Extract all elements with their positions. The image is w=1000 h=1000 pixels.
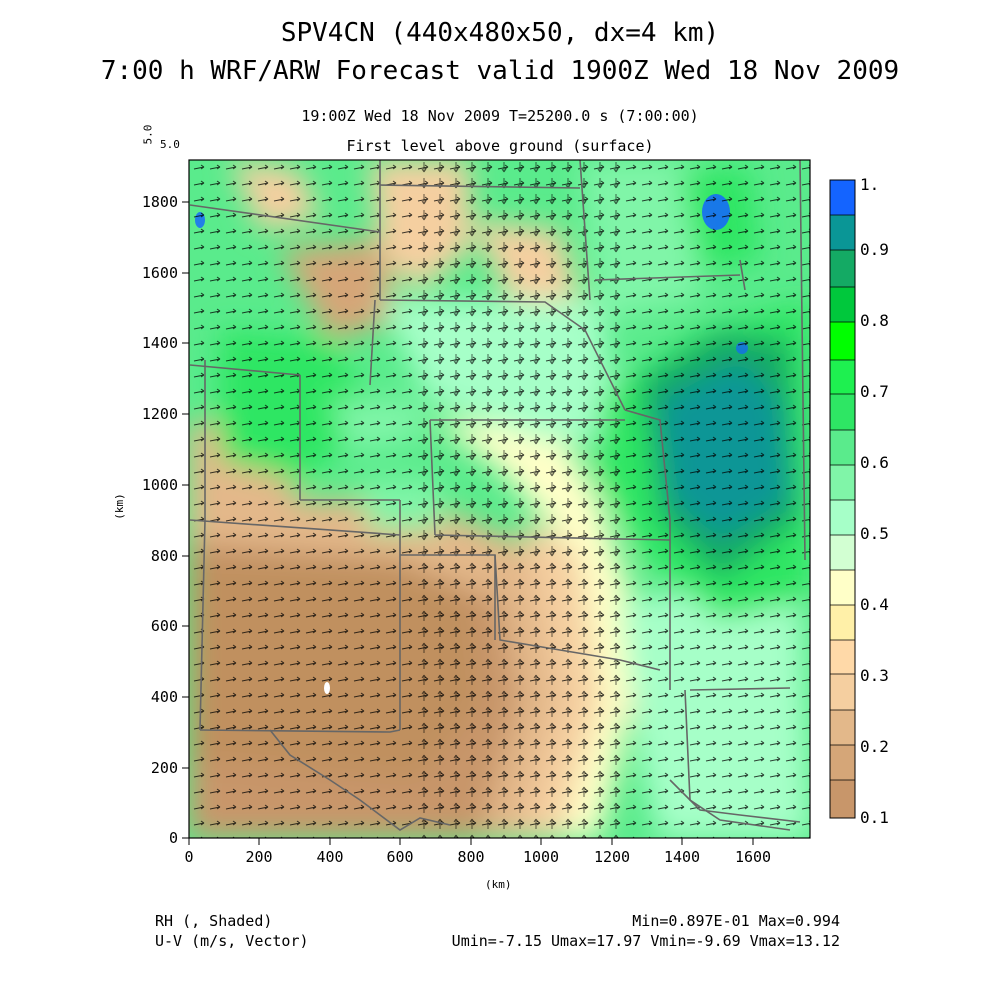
x-tick-label: 800	[457, 848, 485, 866]
footer-min-max: Min=0.897E-01 Max=0.994	[632, 912, 840, 930]
colorbar-label: 1.	[860, 175, 880, 194]
y-tick-label: 800	[150, 547, 178, 565]
y-tick-label: 1000	[141, 476, 178, 494]
y-axis-label: (km)	[112, 493, 126, 520]
colorbar-label: 0.4	[860, 595, 889, 614]
x-tick-label: 1200	[593, 848, 631, 866]
valid-time-line: 19:00Z Wed 18 Nov 2009 T=25200.0 s (7:00…	[301, 107, 699, 125]
x-axis-ticks	[188, 838, 754, 845]
y-tick-label: 1200	[141, 405, 178, 423]
y-tick-label: 200	[150, 759, 178, 777]
colorbar-label: 0.9	[860, 240, 889, 259]
colorbar-label: 0.3	[860, 666, 889, 685]
colorbar-label: 0.8	[860, 311, 889, 330]
colorbar-label: 0.7	[860, 382, 889, 401]
footer-uv-range: Umin=-7.15 Umax=17.97 Vmin=-9.69 Vmax=13…	[451, 932, 840, 950]
rh-field	[189, 160, 810, 838]
x-axis-label: (km)	[485, 878, 512, 891]
colorbar-label: 0.2	[860, 737, 889, 756]
x-tick-label: 600	[386, 848, 414, 866]
colorbar-label: 0.6	[860, 453, 889, 472]
y-tick-label: 600	[150, 617, 178, 635]
colorbar-label: 0.5	[860, 524, 889, 543]
footer-vector-label: U-V (m/s, Vector)	[155, 932, 309, 950]
x-tick-label: 0	[184, 848, 194, 866]
state-boundaries	[189, 160, 806, 831]
plot-subtitle: 7:00 h WRF/ARW Forecast valid 1900Z Wed …	[100, 56, 900, 86]
level-line: First level above ground (surface)	[346, 137, 654, 155]
y-tick-label: 1800	[141, 193, 178, 211]
x-tick-label: 1000	[522, 848, 560, 866]
y-axis-ticks	[182, 201, 189, 839]
map-frame	[188, 159, 811, 839]
x-tick-label: 200	[245, 848, 273, 866]
y-tick-label: 0	[168, 829, 178, 847]
x-tick-label: 400	[316, 848, 344, 866]
colorbar-label: 0.1	[860, 808, 889, 827]
colorbar	[829, 179, 856, 819]
x-tick-label: 1600	[734, 848, 772, 866]
footer-field-label: RH (, Shaded)	[155, 912, 273, 930]
x-tick-label: 1400	[663, 848, 701, 866]
plot-title: SPV4CN (440x480x50, dx=4 km)	[280, 18, 720, 48]
y-tick-label: 1400	[141, 334, 178, 352]
vector-ref-label: 5.0	[160, 138, 180, 151]
y-tick-label: 400	[150, 688, 178, 706]
y-tick-label: 1600	[141, 264, 178, 282]
